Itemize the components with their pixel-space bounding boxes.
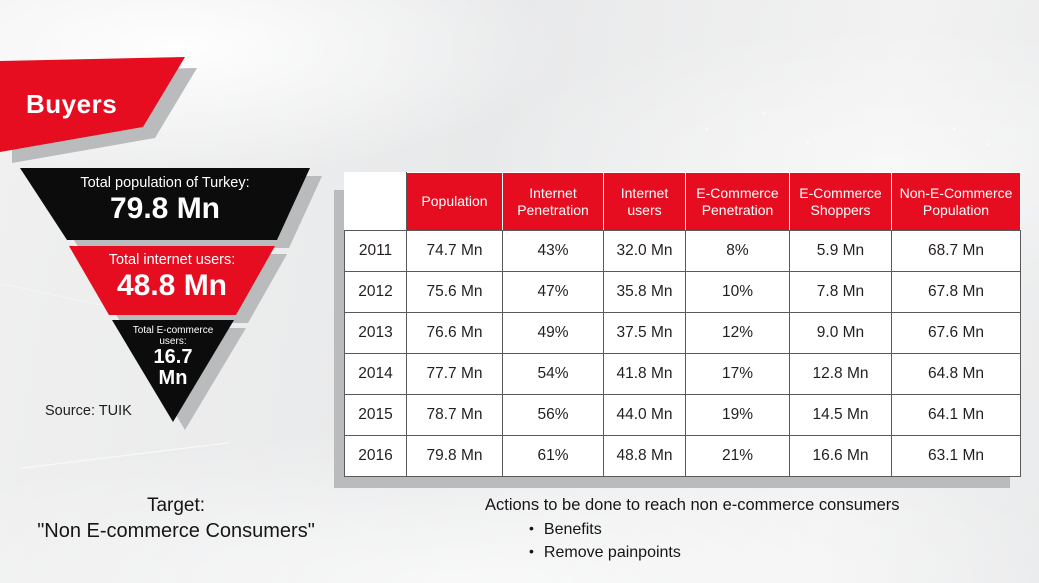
data-table: Population Internet Penetration Internet u… bbox=[344, 172, 1021, 477]
table-body: 2011 74.7 Mn 43% 32.0 Mn 8% 5.9 Mn 68.7 Mn 2012… bbox=[344, 230, 1021, 477]
value-cell: 68.7 Mn bbox=[891, 230, 1021, 272]
buyers-banner: Buyers bbox=[0, 57, 185, 152]
target-text: "Non E-commerce Consumers" bbox=[37, 520, 315, 542]
action-item: Remove painpoints bbox=[529, 541, 900, 564]
year-cell: 2012 bbox=[344, 271, 407, 313]
value-cell: 49% bbox=[502, 312, 604, 354]
value-cell: 41.8 Mn bbox=[603, 353, 686, 395]
value-cell: 63.1 Mn bbox=[891, 435, 1021, 477]
table-corner-cell bbox=[344, 172, 407, 231]
value-cell: 61% bbox=[502, 435, 604, 477]
column-header: Non-E-Commerce Population bbox=[891, 172, 1021, 231]
year-cell: 2013 bbox=[344, 312, 407, 354]
background-dot bbox=[705, 128, 708, 131]
value-cell: 12% bbox=[685, 312, 790, 354]
value-cell: 77.7 Mn bbox=[406, 353, 503, 395]
value-cell: 19% bbox=[685, 394, 790, 436]
background-dot bbox=[762, 112, 765, 115]
value-cell: 5.9 Mn bbox=[789, 230, 892, 272]
background-dot bbox=[953, 127, 956, 130]
value-cell: 75.6 Mn bbox=[406, 271, 503, 313]
table-row: 2011 74.7 Mn 43% 32.0 Mn 8% 5.9 Mn 68.7 Mn bbox=[344, 230, 1021, 272]
year-cell: 2016 bbox=[344, 435, 407, 477]
year-cell: 2014 bbox=[344, 353, 407, 395]
table-header-row: Population Internet Penetration Internet u… bbox=[344, 172, 1021, 231]
value-cell: 8% bbox=[685, 230, 790, 272]
value-cell: 67.6 Mn bbox=[891, 312, 1021, 354]
actions-title: Actions to be done to reach non e-commer… bbox=[485, 496, 900, 514]
year-cell: 2015 bbox=[344, 394, 407, 436]
column-header: Internet Penetration bbox=[502, 172, 604, 231]
value-cell: 47% bbox=[502, 271, 604, 313]
value-cell: 79.8 Mn bbox=[406, 435, 503, 477]
value-cell: 56% bbox=[502, 394, 604, 436]
value-cell: 12.8 Mn bbox=[789, 353, 892, 395]
column-header: Population bbox=[406, 172, 503, 231]
value-cell: 64.1 Mn bbox=[891, 394, 1021, 436]
funnel-label: Total population of Turkey: bbox=[80, 175, 250, 191]
year-cell: 2011 bbox=[344, 230, 407, 272]
table-row: 2016 79.8 Mn 61% 48.8 Mn 21% 16.6 Mn 63.1 Mn bbox=[344, 435, 1021, 477]
value-cell: 76.6 Mn bbox=[406, 312, 503, 354]
value-cell: 74.7 Mn bbox=[406, 230, 503, 272]
value-cell: 32.0 Mn bbox=[603, 230, 686, 272]
action-item: Benefits bbox=[529, 518, 900, 541]
value-cell: 16.6 Mn bbox=[789, 435, 892, 477]
column-header: E-Commerce Shoppers bbox=[789, 172, 892, 231]
slide-title: Buyers bbox=[26, 89, 118, 119]
column-header: E-Commerce Penetration bbox=[685, 172, 790, 231]
value-cell: 54% bbox=[502, 353, 604, 395]
funnel-label: users: bbox=[159, 336, 187, 347]
value-cell: 14.5 Mn bbox=[789, 394, 892, 436]
funnel-value: Mn bbox=[158, 367, 188, 389]
funnel-label: Total internet users: bbox=[108, 252, 236, 268]
value-cell: 35.8 Mn bbox=[603, 271, 686, 313]
table-row: 2012 75.6 Mn 47% 35.8 Mn 10% 7.8 Mn 67.8 Mn bbox=[344, 271, 1021, 313]
table-row: 2014 77.7 Mn 54% 41.8 Mn 17% 12.8 Mn 64.8 Mn bbox=[344, 353, 1021, 395]
actions-block: Actions to be done to reach non e-commer… bbox=[485, 494, 900, 564]
background-dot bbox=[987, 143, 990, 146]
value-cell: 43% bbox=[502, 230, 604, 272]
value-cell: 67.8 Mn bbox=[891, 271, 1021, 313]
table-row: 2013 76.6 Mn 49% 37.5 Mn 12% 9.0 Mn 67.6 Mn bbox=[344, 312, 1021, 354]
value-cell: 7.8 Mn bbox=[789, 271, 892, 313]
value-cell: 48.8 Mn bbox=[603, 435, 686, 477]
funnel-label: Total E-commerce bbox=[132, 325, 214, 336]
value-cell: 9.0 Mn bbox=[789, 312, 892, 354]
table-row: 2015 78.7 Mn 56% 44.0 Mn 19% 14.5 Mn 64.1 Mn bbox=[344, 394, 1021, 436]
background-dot bbox=[806, 141, 809, 144]
value-cell: 44.0 Mn bbox=[603, 394, 686, 436]
funnel-value: 48.8 Mn bbox=[116, 269, 228, 302]
value-cell: 37.5 Mn bbox=[603, 312, 686, 354]
target-heading: Target: bbox=[146, 495, 206, 516]
source-note: Source: TUIK bbox=[45, 403, 132, 419]
table-header: Population Internet Penetration Internet u… bbox=[344, 172, 1021, 231]
funnel-value: 79.8 Mn bbox=[109, 192, 221, 225]
value-cell: 78.7 Mn bbox=[406, 394, 503, 436]
target-statement: Target: "Non E-commerce Consumers" bbox=[8, 494, 344, 544]
funnel-segment-internet-users: Total internet users: 48.8 Mn bbox=[69, 246, 275, 315]
background-swoosh-line bbox=[20, 442, 230, 469]
funnel-value: 16.7 bbox=[153, 346, 193, 368]
column-header: Internet users bbox=[603, 172, 686, 231]
funnel-segment-population: Total population of Turkey: 79.8 Mn bbox=[20, 168, 310, 240]
value-cell: 64.8 Mn bbox=[891, 353, 1021, 395]
value-cell: 10% bbox=[685, 271, 790, 313]
value-cell: 21% bbox=[685, 435, 790, 477]
actions-list: Benefits Remove painpoints bbox=[485, 518, 900, 564]
value-cell: 17% bbox=[685, 353, 790, 395]
